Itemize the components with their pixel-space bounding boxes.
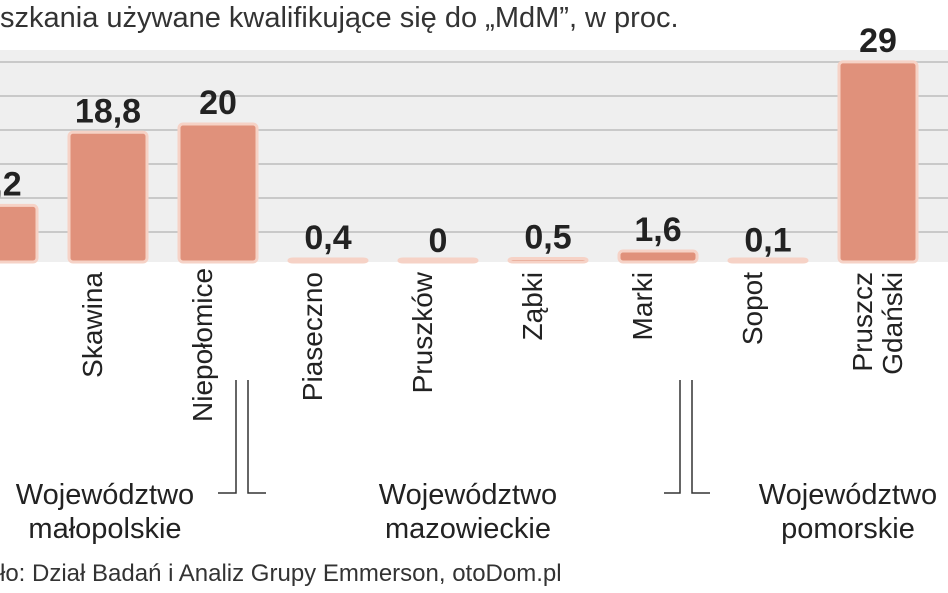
bar xyxy=(397,257,479,264)
background-grid xyxy=(0,61,948,233)
bar xyxy=(727,257,809,264)
group-label: Województwo małopolskie xyxy=(15,479,195,545)
x-tick-label: Sopot xyxy=(737,272,768,346)
source: ło: Dział Badań i Analiz Grupy Emmerson,… xyxy=(0,560,562,587)
value-label: 1,6 xyxy=(634,211,681,249)
bar xyxy=(287,257,369,264)
bar xyxy=(507,257,589,264)
x-tick-label: Niepołomice xyxy=(187,267,218,422)
plot-background xyxy=(0,50,948,262)
group-label: Województwo mazowieckie xyxy=(378,479,558,545)
x-tick-label: Skawina xyxy=(77,272,108,378)
value-label: 0 xyxy=(429,222,448,260)
value-label: 18,8 xyxy=(75,92,141,130)
x-tick-label: Marki xyxy=(627,272,658,341)
x-tick-label: Piaseczno xyxy=(297,272,328,402)
bar xyxy=(617,249,699,264)
bar xyxy=(67,130,149,264)
value-label: 8,2 xyxy=(0,165,22,203)
group-brackets xyxy=(218,380,710,494)
value-label: 0,1 xyxy=(744,221,791,259)
x-tick-label: Pruszcz Gdański xyxy=(847,272,908,375)
value-label: 29 xyxy=(859,22,897,60)
chart-title: szkania używane kwalifikujące się do „Md… xyxy=(0,2,679,34)
value-label: 0,5 xyxy=(524,219,571,257)
bar xyxy=(837,60,919,264)
x-tick-label: Pruszków xyxy=(407,272,438,394)
x-tick-label: Ząbki xyxy=(517,272,548,341)
bar xyxy=(177,122,259,264)
bar xyxy=(0,203,39,264)
value-label: 0,4 xyxy=(304,219,351,257)
value-label: 20 xyxy=(199,84,237,122)
group-label: Województwo pomorskie xyxy=(758,479,938,545)
